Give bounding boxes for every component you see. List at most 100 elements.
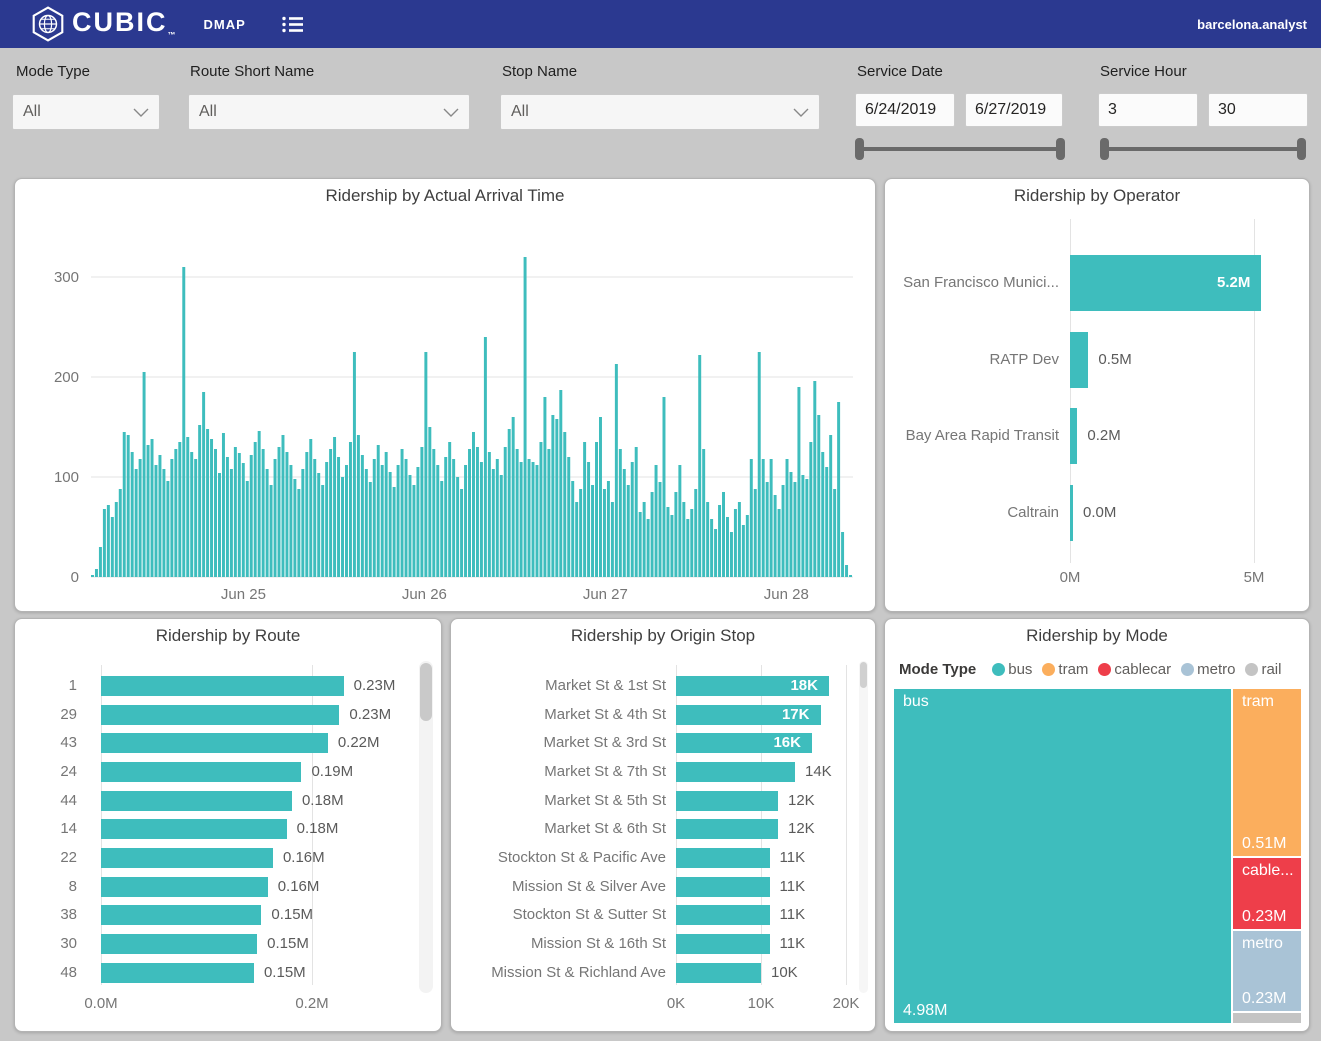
legend-item-tram[interactable]: tram — [1042, 661, 1088, 678]
operator-gridline — [1070, 219, 1071, 563]
stop-name-dropdown[interactable]: All — [500, 94, 820, 130]
legend-item-bus[interactable]: bus — [992, 661, 1032, 678]
y-axis-tick: 0 — [71, 569, 79, 586]
cubic-cube-globe-icon — [32, 6, 64, 42]
route-bar[interactable] — [101, 790, 292, 811]
x-axis-tick: Jun 27 — [583, 586, 628, 603]
route-bar[interactable] — [101, 905, 262, 926]
chevron-down-icon — [793, 108, 809, 117]
origin-bar[interactable] — [676, 876, 770, 897]
y-axis-tick: 200 — [54, 369, 79, 386]
service-hour-range-slider[interactable] — [1100, 138, 1306, 160]
treemap-block-rail[interactable] — [1233, 1013, 1301, 1023]
mode-treemap[interactable]: bus 4.98M tram 0.51M cable... 0.23M metro 0.23M — [894, 689, 1301, 1023]
service-date-start-input[interactable]: 6/24/2019 — [855, 93, 955, 127]
origin-bar[interactable] — [676, 733, 812, 754]
route-bar[interactable] — [101, 704, 340, 725]
route-gridline — [312, 665, 313, 985]
list-menu-icon[interactable] — [282, 16, 304, 33]
origin-bar[interactable] — [676, 704, 821, 725]
top-navbar: CUBIC™ DMAP barcelona.analyst — [0, 0, 1321, 48]
stop-name-dropdown-value: All — [511, 103, 529, 120]
origin-bar[interactable] — [676, 676, 829, 696]
origin-chart-scrollbar-thumb[interactable] — [860, 662, 867, 688]
service-date-end-input[interactable]: 6/27/2019 — [965, 93, 1063, 127]
origin-x-axis-tick: 20K — [832, 995, 860, 1012]
route-category-label: 48 — [60, 963, 77, 981]
slider-track[interactable] — [1102, 147, 1304, 151]
route-bar[interactable] — [101, 761, 302, 782]
route-bar[interactable] — [101, 819, 287, 840]
chart-title: Ridership by Actual Arrival Time — [325, 186, 565, 205]
origin-bar[interactable] — [676, 962, 761, 983]
treemap-block-cablecar[interactable]: cable... 0.23M — [1233, 858, 1301, 929]
origin-stop-bar-chart[interactable]: 0K 10K 20K Market St & 1st St 18K Market St &… — [451, 619, 875, 1031]
route-value-label: 0.16M — [277, 877, 320, 895]
ridership-series[interactable] — [91, 257, 852, 577]
service-hour-end-input[interactable]: 30 — [1208, 93, 1308, 127]
treemap-block-tram[interactable]: tram 0.51M — [1233, 689, 1301, 856]
trademark-symbol: ™ — [167, 30, 178, 40]
arrival-time-chart-area[interactable]: 0 100 200 300 Jun 25 Jun 26 Jun 27 Jun 28 — [15, 205, 875, 611]
origin-bar[interactable] — [676, 819, 778, 840]
origin-value-label: 18K — [790, 677, 818, 694]
mode-type-legend: Mode Type bus tram cablecar metro rail — [899, 661, 1291, 678]
slider-handle-start[interactable] — [855, 138, 864, 160]
operator-category-label: Caltrain — [1007, 503, 1059, 521]
origin-bar[interactable] — [676, 933, 770, 954]
legend-item-rail[interactable]: rail — [1245, 661, 1281, 678]
treemap-block-metro[interactable]: metro 0.23M — [1233, 931, 1301, 1011]
operator-bar-chart[interactable]: 0M 5M San Francisco Munici... 5.2M RATP Dev 0… — [885, 179, 1309, 611]
route-bar[interactable] — [101, 876, 268, 897]
origin-chart-scrollbar-track[interactable] — [859, 661, 868, 993]
operator-value-label: 0.2M — [1087, 427, 1121, 444]
origin-gridline — [846, 665, 847, 985]
route-bar-chart[interactable]: 0.0M 0.2M 1 0.23M 29 0.23M 43 0.22M 24 0.19M 44 0.1… — [15, 619, 441, 1031]
slider-handle-end[interactable] — [1297, 138, 1306, 160]
operator-bar[interactable] — [1070, 331, 1089, 388]
route-value-label: 0.18M — [296, 820, 339, 838]
route-bar[interactable] — [101, 676, 344, 696]
origin-category-label: Market St & 7th St — [544, 762, 666, 780]
chevron-down-icon — [133, 108, 149, 117]
origin-category-label: Market St & 3rd St — [543, 734, 666, 752]
route-bar[interactable] — [101, 933, 258, 954]
chevron-down-icon — [443, 108, 459, 117]
route-bar[interactable] — [101, 847, 273, 868]
origin-bar[interactable] — [676, 847, 770, 868]
slider-handle-end[interactable] — [1056, 138, 1065, 160]
service-date-range-slider[interactable] — [855, 138, 1065, 160]
legend-dot-icon — [992, 663, 1006, 676]
treemap-block-bus[interactable]: bus 4.98M — [894, 689, 1231, 1023]
origin-bar[interactable] — [676, 790, 778, 811]
route-chart-scrollbar-track[interactable] — [419, 661, 433, 993]
cubic-logo[interactable]: CUBIC™ — [30, 6, 178, 42]
origin-value-label: 12K — [788, 820, 815, 838]
operator-category-label: RATP Dev — [989, 350, 1059, 368]
slider-track[interactable] — [857, 147, 1063, 151]
route-bar[interactable] — [101, 733, 328, 754]
legend-item-metro[interactable]: metro — [1181, 661, 1235, 678]
operator-value-label: 0.5M — [1098, 350, 1132, 368]
legend-title: Mode Type — [899, 661, 977, 678]
service-hour-start-input[interactable]: 3 — [1098, 93, 1198, 127]
route-bar[interactable] — [101, 962, 254, 983]
route-category-label: 14 — [60, 820, 77, 838]
operator-bar[interactable] — [1070, 408, 1078, 464]
origin-value-label: 11K — [779, 906, 806, 924]
panel-ridership-by-origin-stop: Ridership by Origin Stop 0K 10K 20K Market … — [450, 618, 876, 1032]
logged-in-user[interactable]: barcelona.analyst — [1197, 16, 1307, 32]
origin-value-label: 10K — [771, 963, 798, 981]
legend-item-cablecar[interactable]: cablecar — [1098, 661, 1171, 678]
origin-value-label: 16K — [773, 734, 801, 752]
route-short-name-dropdown[interactable]: All — [188, 94, 470, 130]
origin-bar[interactable] — [676, 905, 770, 926]
slider-handle-start[interactable] — [1100, 138, 1109, 160]
origin-bar[interactable] — [676, 761, 795, 782]
route-category-label: 43 — [60, 734, 77, 752]
operator-bar[interactable] — [1070, 255, 1262, 311]
mode-type-dropdown[interactable]: All — [12, 94, 160, 130]
route-chart-scrollbar-thumb[interactable] — [420, 663, 432, 721]
operator-bar[interactable] — [1070, 484, 1073, 541]
chart-title: Ridership by Route — [155, 626, 301, 645]
